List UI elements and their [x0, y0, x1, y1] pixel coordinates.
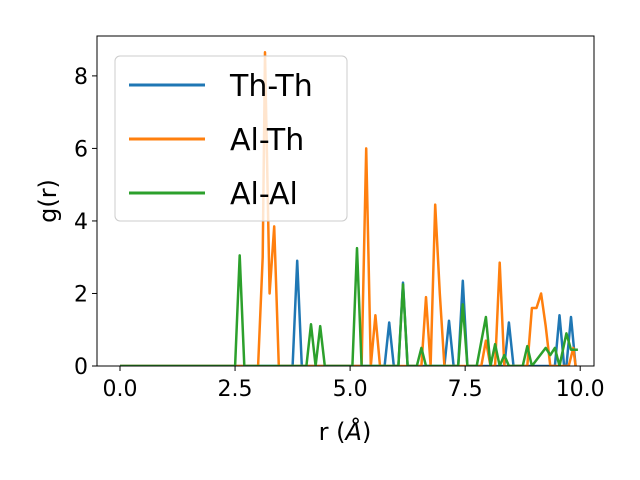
x-tick-label: 10.0 [556, 377, 605, 402]
y-tick-label: 6 [74, 137, 88, 162]
legend: Th-Th Al-Th Al-Al [114, 55, 348, 222]
legend-label-al-th: Al-Th [230, 123, 304, 158]
legend-box [114, 55, 348, 222]
x-tick-label: 5.0 [333, 377, 368, 402]
y-axis-label: g(r) [34, 179, 62, 223]
x-axis-label: r (Å) [319, 417, 372, 446]
x-tick-label: 2.5 [218, 377, 253, 402]
series-line-th-th [120, 259, 577, 366]
y-tick-label: 2 [74, 282, 88, 307]
series-line-al-al [120, 246, 578, 366]
plot-frame [96, 35, 595, 367]
legend-label-th-th: Th-Th [229, 69, 313, 104]
x-tick-label: 0.0 [103, 377, 138, 402]
x-axis-unit: Å [344, 417, 362, 446]
y-tick-label: 0 [74, 355, 88, 380]
series-line-al-th [120, 51, 577, 366]
x-tick-label: 7.5 [448, 377, 483, 402]
y-tick-label: 4 [74, 210, 88, 235]
y-tick-label: 8 [74, 65, 88, 90]
legend-label-al-al: Al-Al [230, 177, 298, 212]
